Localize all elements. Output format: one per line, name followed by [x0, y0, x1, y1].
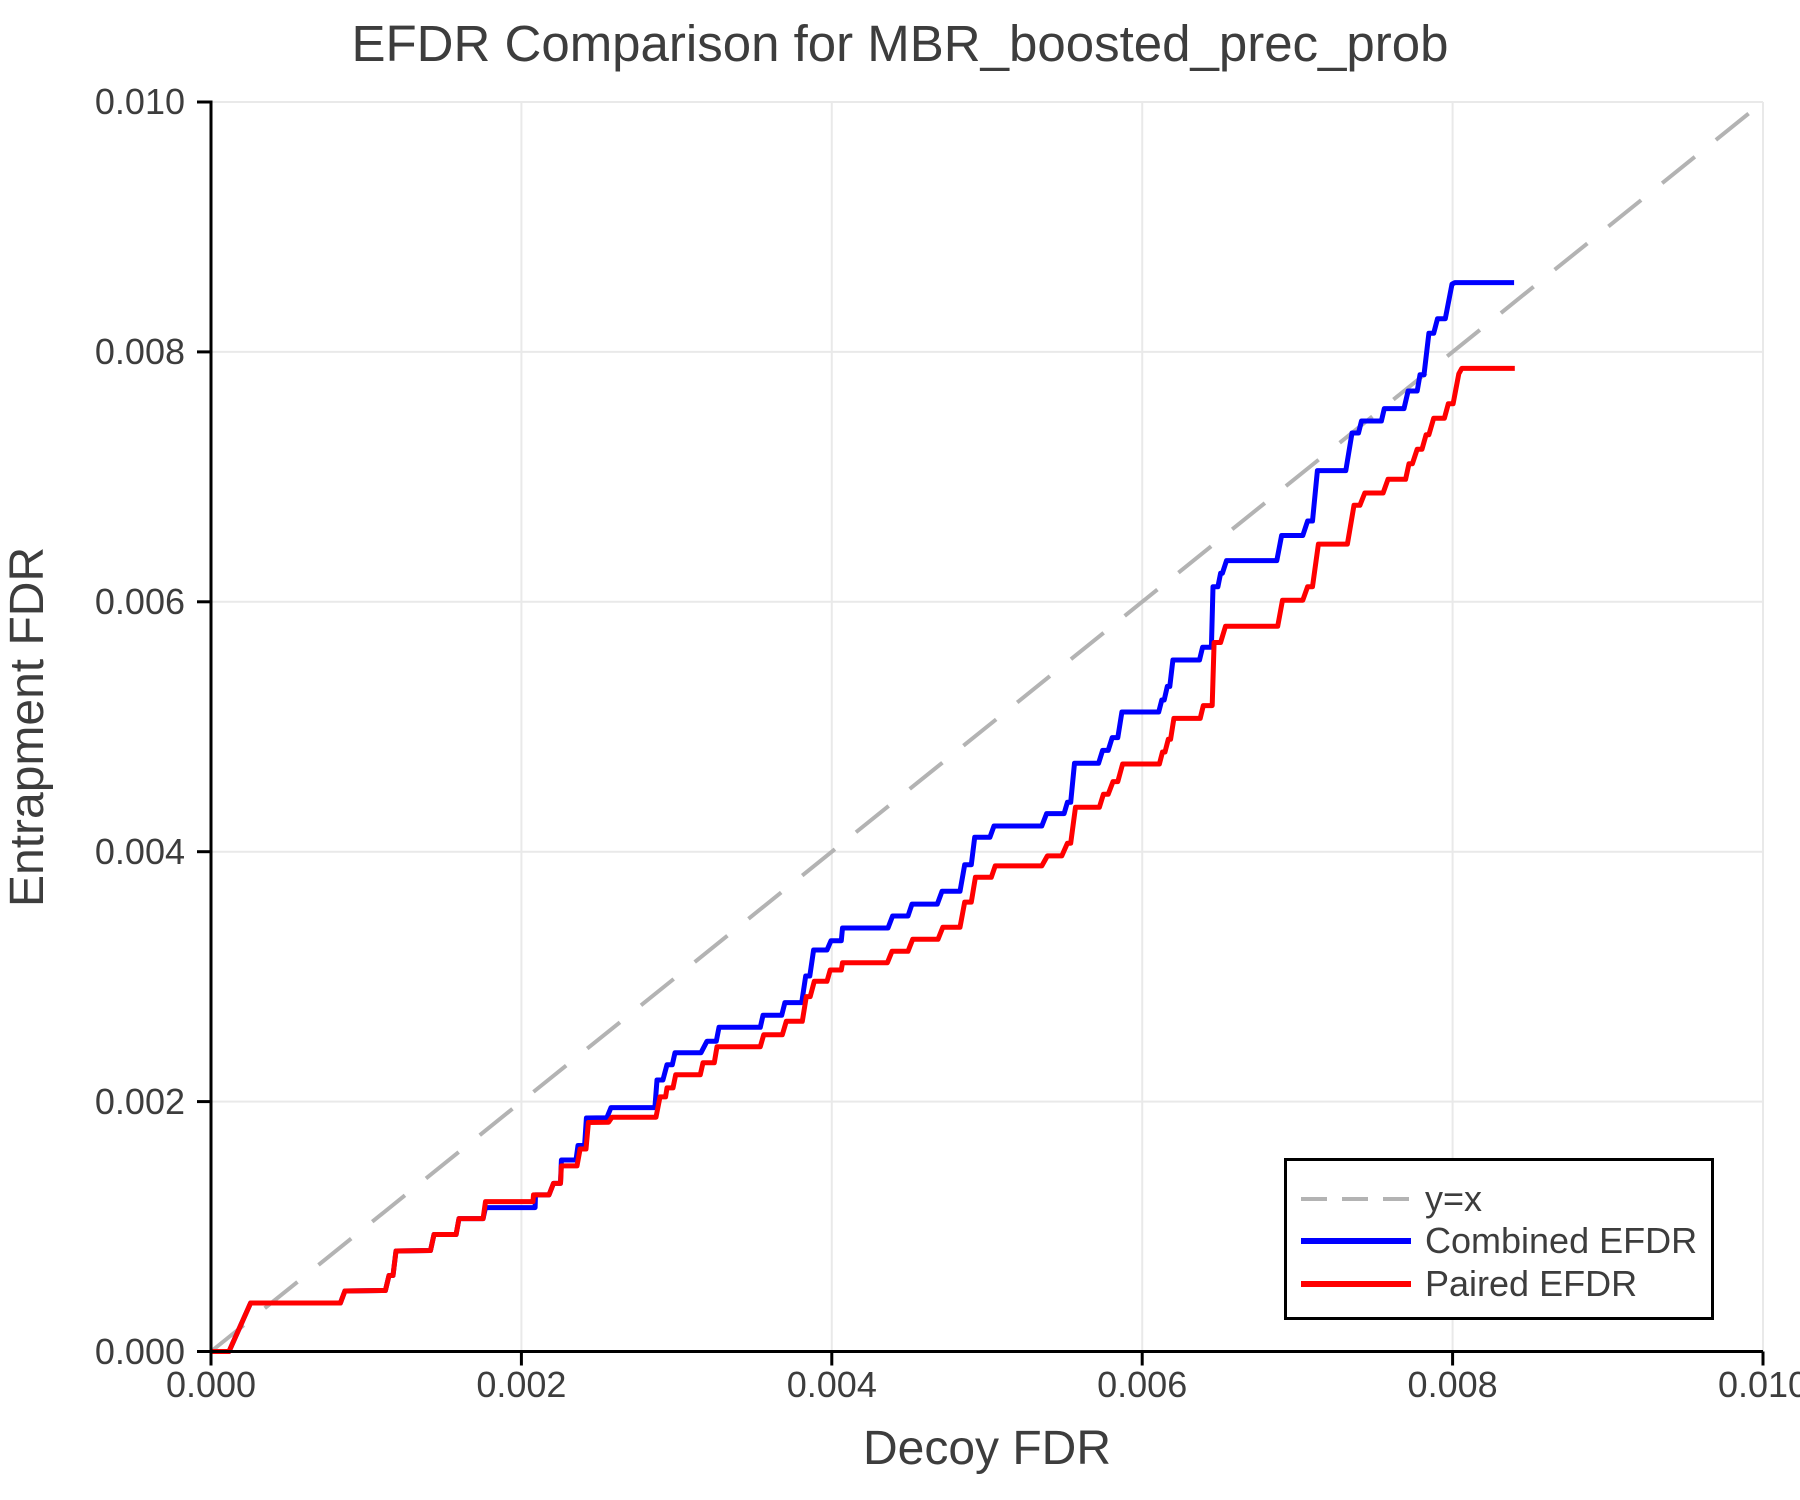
series-y-x — [209, 100, 1765, 1354]
y-tick-label-0.010: 0.010 — [94, 81, 185, 122]
y-tick-label-0.004: 0.004 — [94, 830, 185, 872]
legend-label-paired: Paired EFDR — [1425, 1263, 1638, 1304]
x-tick-label-0.002: 0.002 — [476, 1364, 567, 1405]
legend-item-paired: Paired EFDR — [1287, 1262, 1711, 1306]
legend-label-combined: Combined EFDR — [1425, 1220, 1698, 1261]
series-paired-efdr — [211, 365, 1515, 1354]
y-tick-label-0.002: 0.002 — [94, 1080, 185, 1122]
x-tick-label-0.000: 0.000 — [165, 1364, 257, 1405]
x-tick-label-0.010: 0.010 — [1717, 1364, 1800, 1405]
legend-item-combined: Combined EFDR — [1287, 1219, 1711, 1263]
legend: y=x Combined EFDR Paired EFDR — [1284, 1158, 1714, 1320]
legend-label-diagonal: y=x — [1425, 1178, 1483, 1219]
x-tick-label-0.004: 0.004 — [786, 1364, 877, 1405]
y-axis-label: Entrapment FDR — [1, 546, 54, 908]
x-tick-label-0.008: 0.008 — [1407, 1364, 1498, 1405]
legend-item-diagonal: y=x — [1287, 1177, 1711, 1221]
x-tick-label-0.006: 0.006 — [1097, 1364, 1188, 1405]
x-axis-label: Decoy FDR — [862, 1422, 1112, 1475]
chart-title: EFDR Comparison for MBR_boosted_prec_pro… — [351, 15, 1449, 72]
y-tick-label-0.006: 0.006 — [94, 580, 185, 622]
y-tick-label-0.000: 0.000 — [94, 1330, 185, 1372]
y-tick-label-0.008: 0.008 — [94, 330, 185, 372]
